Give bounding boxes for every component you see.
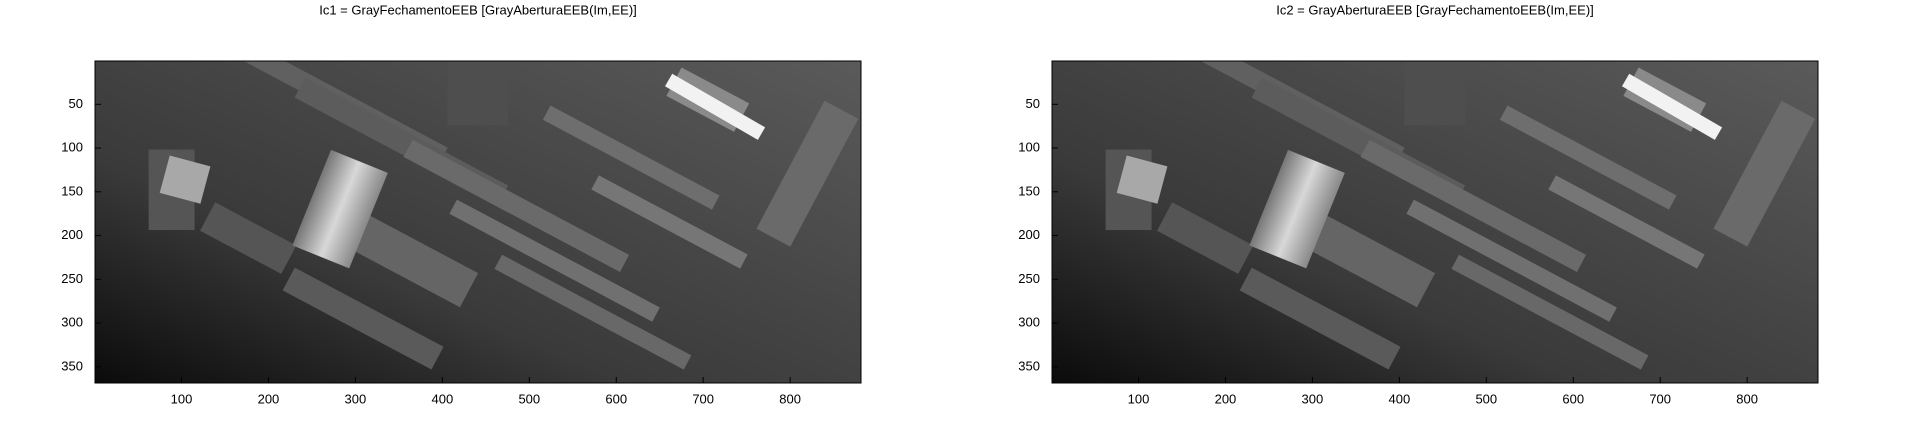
image-region xyxy=(1157,202,1254,274)
y-tick-label: 300 xyxy=(61,315,83,330)
image-region xyxy=(1451,254,1649,370)
axes-box xyxy=(1051,60,1819,384)
x-tick-label: 700 xyxy=(692,391,714,406)
image-region xyxy=(1406,199,1617,322)
image-region xyxy=(1621,73,1723,140)
image xyxy=(1052,61,1818,383)
axes: Ic1 = GrayFechamentoEEB [GrayAberturaEEB… xyxy=(61,2,862,406)
image-region xyxy=(1548,175,1705,269)
y-tick-label: 150 xyxy=(61,183,83,198)
chart-title: Ic2 = GrayAberturaEEB [GrayFechamentoEEB… xyxy=(1276,2,1594,17)
y-tick-label: 250 xyxy=(61,271,83,286)
image-region xyxy=(1239,267,1401,370)
y-tick-label: 200 xyxy=(1018,227,1040,242)
y-tick-label: 250 xyxy=(1018,271,1040,286)
x-tick-label: 200 xyxy=(1215,391,1237,406)
image-region xyxy=(200,202,297,274)
image-region xyxy=(494,254,692,370)
x-tick-label: 800 xyxy=(779,391,801,406)
x-tick-label: 100 xyxy=(171,391,193,406)
image-region xyxy=(449,199,660,322)
x-tick-label: 400 xyxy=(1389,391,1411,406)
x-tick-label: 700 xyxy=(1649,391,1671,406)
image-region xyxy=(159,155,211,204)
x-tick-label: 100 xyxy=(1128,391,1150,406)
axes-box xyxy=(94,60,862,384)
y-tick-label: 350 xyxy=(61,358,83,373)
x-tick-label: 200 xyxy=(258,391,280,406)
image-region xyxy=(591,175,748,269)
image xyxy=(95,61,861,383)
y-tick-label: 100 xyxy=(1018,140,1040,155)
image-region xyxy=(1360,139,1587,272)
y-tick-label: 350 xyxy=(1018,358,1040,373)
image-region xyxy=(447,61,509,126)
image-region xyxy=(1249,149,1345,269)
axes: Ic2 = GrayAberturaEEB [GrayFechamentoEEB… xyxy=(1018,2,1819,406)
image-region xyxy=(756,100,859,247)
y-tick-label: 100 xyxy=(61,140,83,155)
x-tick-label: 300 xyxy=(345,391,367,406)
image-region xyxy=(1404,61,1466,126)
image-region xyxy=(1713,100,1816,247)
y-tick-label: 50 xyxy=(1026,96,1040,111)
x-tick-label: 400 xyxy=(432,391,454,406)
image-region xyxy=(403,139,630,272)
image-region xyxy=(664,73,766,140)
x-tick-label: 600 xyxy=(605,391,627,406)
y-tick-label: 50 xyxy=(69,96,83,111)
image-region xyxy=(1116,155,1168,204)
y-tick-label: 200 xyxy=(61,227,83,242)
image-region xyxy=(282,267,444,370)
chart-title: Ic1 = GrayFechamentoEEB [GrayAberturaEEB… xyxy=(319,2,637,17)
x-tick-label: 800 xyxy=(1736,391,1758,406)
image-region xyxy=(542,105,720,210)
x-tick-label: 500 xyxy=(1475,391,1497,406)
y-tick-label: 300 xyxy=(1018,315,1040,330)
y-tick-label: 150 xyxy=(1018,183,1040,198)
x-tick-label: 600 xyxy=(1562,391,1584,406)
image-region xyxy=(1499,105,1677,210)
x-tick-label: 500 xyxy=(518,391,540,406)
image-region xyxy=(292,149,388,269)
x-tick-label: 300 xyxy=(1302,391,1324,406)
